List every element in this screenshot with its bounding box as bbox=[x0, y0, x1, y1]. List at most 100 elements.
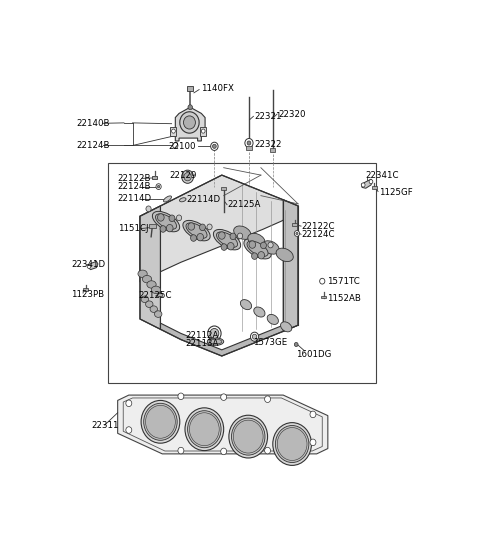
Circle shape bbox=[126, 427, 132, 433]
Circle shape bbox=[177, 215, 181, 221]
Polygon shape bbox=[140, 206, 160, 329]
Circle shape bbox=[145, 405, 175, 438]
Bar bbox=[221, 186, 226, 190]
Circle shape bbox=[261, 242, 266, 249]
Circle shape bbox=[264, 396, 271, 403]
Text: 22112A: 22112A bbox=[186, 331, 219, 340]
Text: 22341D: 22341D bbox=[71, 260, 105, 269]
Text: 1140FX: 1140FX bbox=[201, 84, 233, 93]
Polygon shape bbox=[118, 395, 328, 454]
Ellipse shape bbox=[267, 315, 278, 325]
Circle shape bbox=[178, 393, 184, 399]
Bar bbox=[187, 87, 193, 91]
Circle shape bbox=[210, 328, 219, 339]
Circle shape bbox=[361, 183, 365, 187]
Circle shape bbox=[202, 129, 205, 133]
Polygon shape bbox=[160, 319, 298, 356]
Circle shape bbox=[184, 172, 192, 181]
Text: 22122B: 22122B bbox=[118, 174, 151, 183]
Circle shape bbox=[233, 420, 263, 453]
Ellipse shape bbox=[247, 241, 268, 256]
Text: 22114D: 22114D bbox=[186, 195, 221, 205]
Circle shape bbox=[218, 232, 225, 239]
Ellipse shape bbox=[207, 338, 224, 345]
Bar bbox=[321, 296, 326, 299]
Circle shape bbox=[207, 224, 212, 230]
Circle shape bbox=[181, 170, 193, 183]
Text: 22124B: 22124B bbox=[118, 182, 151, 191]
Circle shape bbox=[188, 411, 221, 447]
Ellipse shape bbox=[152, 211, 180, 232]
Circle shape bbox=[221, 394, 227, 400]
Circle shape bbox=[264, 447, 271, 454]
Circle shape bbox=[229, 415, 267, 458]
Circle shape bbox=[191, 235, 196, 241]
Circle shape bbox=[183, 116, 195, 129]
Circle shape bbox=[200, 224, 205, 231]
Circle shape bbox=[238, 233, 243, 239]
Circle shape bbox=[252, 253, 258, 260]
Bar bbox=[152, 176, 157, 179]
Circle shape bbox=[211, 142, 218, 151]
Circle shape bbox=[180, 112, 199, 133]
Ellipse shape bbox=[262, 241, 279, 254]
Circle shape bbox=[310, 439, 316, 446]
Circle shape bbox=[369, 179, 373, 184]
Circle shape bbox=[178, 447, 184, 454]
Text: 22124C: 22124C bbox=[302, 230, 336, 239]
Circle shape bbox=[190, 413, 219, 446]
Circle shape bbox=[231, 418, 265, 455]
Circle shape bbox=[221, 244, 227, 250]
Ellipse shape bbox=[216, 232, 238, 247]
Ellipse shape bbox=[276, 248, 293, 262]
Bar bbox=[156, 293, 162, 296]
Ellipse shape bbox=[209, 339, 222, 344]
Ellipse shape bbox=[141, 296, 148, 303]
Circle shape bbox=[156, 184, 161, 190]
Text: 22322: 22322 bbox=[254, 140, 282, 149]
Polygon shape bbox=[140, 175, 298, 282]
Text: 22125A: 22125A bbox=[228, 200, 261, 209]
Text: 22320: 22320 bbox=[278, 110, 305, 119]
Circle shape bbox=[213, 144, 216, 148]
Ellipse shape bbox=[186, 223, 207, 238]
Circle shape bbox=[167, 224, 173, 232]
Bar bbox=[170, 127, 177, 136]
Circle shape bbox=[160, 226, 166, 232]
Circle shape bbox=[169, 215, 175, 222]
Bar bbox=[200, 127, 206, 136]
Ellipse shape bbox=[234, 226, 251, 239]
Circle shape bbox=[188, 105, 192, 109]
Polygon shape bbox=[283, 200, 298, 331]
Circle shape bbox=[268, 242, 273, 248]
Circle shape bbox=[273, 422, 312, 466]
Circle shape bbox=[252, 334, 257, 339]
Bar bbox=[292, 223, 297, 226]
Circle shape bbox=[141, 400, 180, 443]
Polygon shape bbox=[172, 107, 205, 141]
Circle shape bbox=[320, 278, 325, 284]
Ellipse shape bbox=[164, 196, 171, 202]
Text: 22129: 22129 bbox=[170, 171, 197, 180]
Circle shape bbox=[296, 232, 298, 235]
Text: 22125C: 22125C bbox=[138, 291, 172, 300]
Ellipse shape bbox=[280, 322, 292, 332]
Text: 1573GE: 1573GE bbox=[253, 339, 288, 347]
Circle shape bbox=[144, 403, 177, 441]
Ellipse shape bbox=[183, 221, 210, 241]
Ellipse shape bbox=[151, 286, 161, 294]
Bar bbox=[83, 288, 88, 290]
Ellipse shape bbox=[138, 270, 147, 278]
Text: 1152AB: 1152AB bbox=[327, 294, 361, 303]
Text: 22100: 22100 bbox=[168, 142, 196, 151]
Circle shape bbox=[294, 231, 300, 237]
Ellipse shape bbox=[147, 281, 156, 288]
Text: 1123PB: 1123PB bbox=[71, 290, 104, 299]
Bar bbox=[246, 146, 252, 150]
Circle shape bbox=[276, 426, 309, 462]
Circle shape bbox=[258, 252, 264, 259]
Circle shape bbox=[294, 342, 298, 347]
Bar bbox=[270, 148, 276, 152]
Text: 1571TC: 1571TC bbox=[327, 277, 360, 286]
Circle shape bbox=[277, 428, 307, 460]
